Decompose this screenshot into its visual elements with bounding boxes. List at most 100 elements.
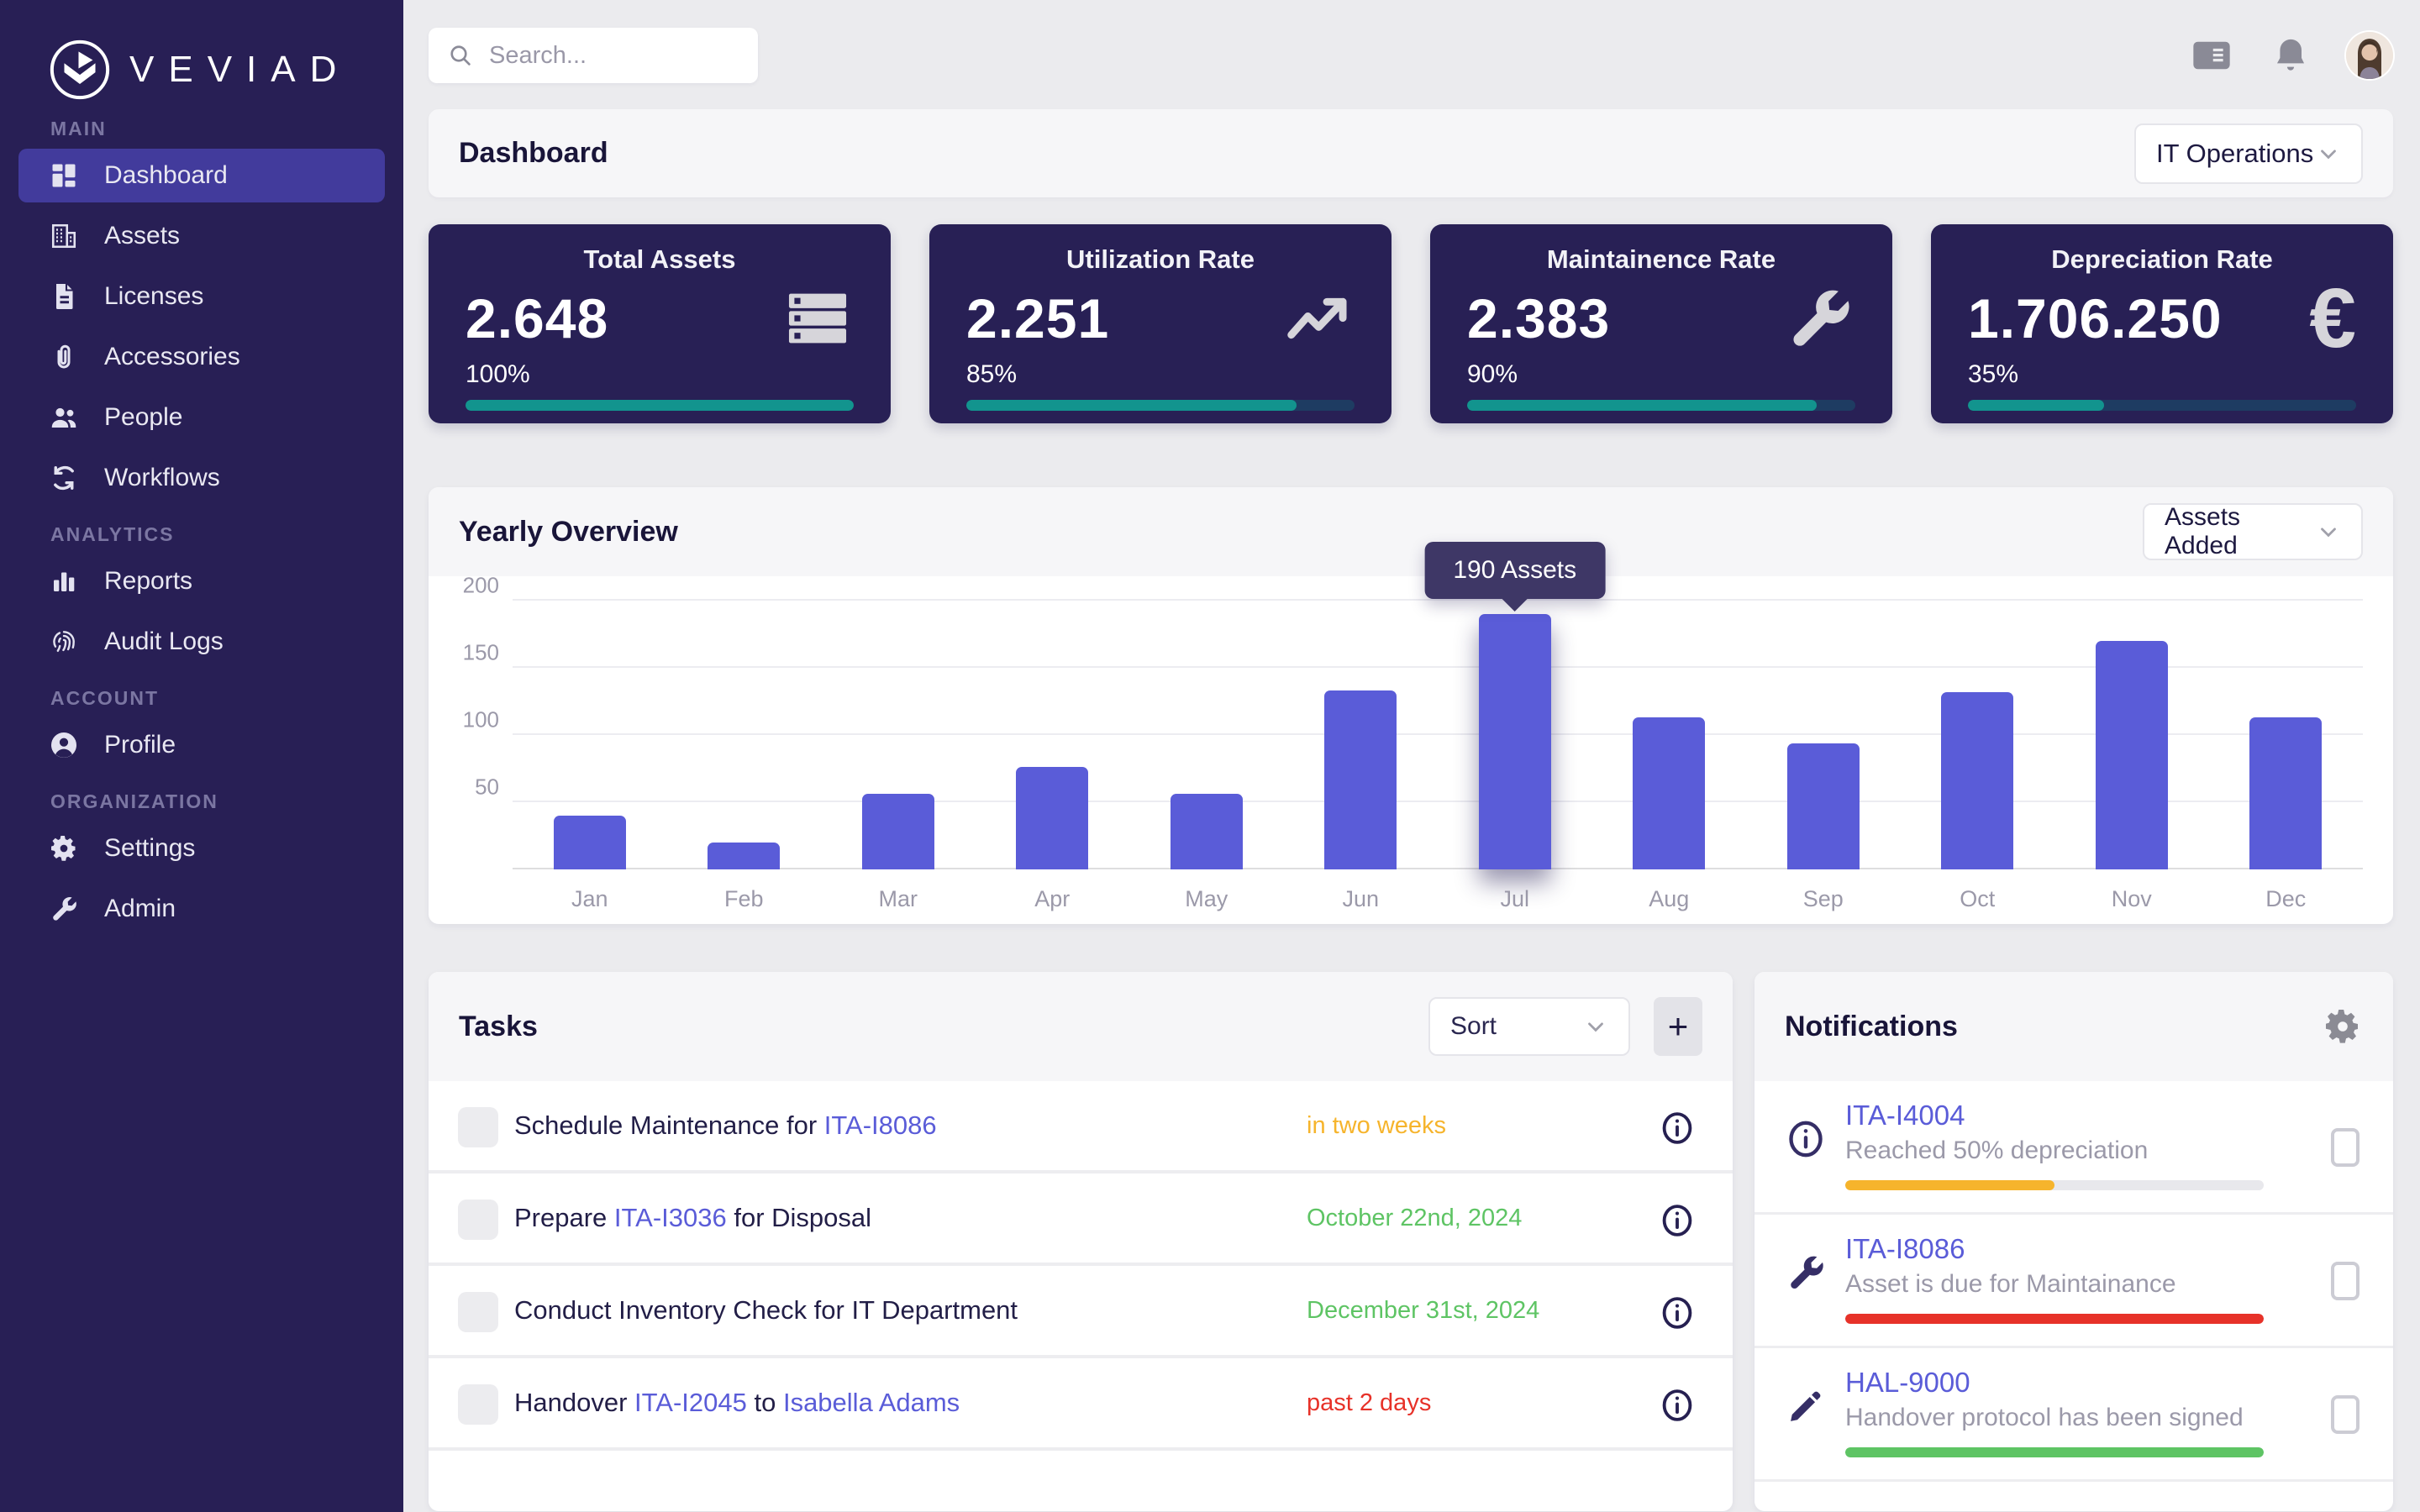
notification-checkbox[interactable] [2331,1128,2360,1167]
bar-sep[interactable] [1786,743,1860,869]
notification-progressbar [1845,1180,2264,1190]
bar-apr[interactable] [1016,767,1089,869]
stat-card-title: Depreciation Rate [2051,244,2273,274]
bar-slot-oct [1901,576,2055,869]
asset-link[interactable]: ITA-I2045 [634,1388,747,1417]
x-axis-tick-label: Mar [878,886,918,911]
task-info-icon[interactable] [1659,1109,1696,1147]
search-input[interactable] [489,41,739,70]
brand-name: VEVIAD [129,49,351,90]
x-axis-tick-label: Dec [2265,886,2307,911]
bar-mar[interactable] [861,794,934,869]
notification-asset-link[interactable]: ITA-I4004 [1845,1100,1965,1131]
notification-asset-link[interactable]: ITA-I8086 [1845,1233,1965,1264]
sidebar-item-assets[interactable]: Assets [18,209,385,263]
sidebar-item-label: Accessories [104,343,240,370]
task-text-part: Handover [514,1388,635,1417]
task-text: Schedule Maintenance for ITA-I8086 [514,1110,937,1141]
tasks-card: Tasks Sort + Schedule Maintenance for IT… [429,972,1733,1511]
server-icon [781,282,854,354]
bar-aug[interactable] [1633,717,1706,869]
task-text: Prepare ITA-I3036 for Disposal [514,1203,871,1233]
bar-slot-nov [2054,576,2209,869]
brand-logo: VEVIAD [0,25,403,102]
bar-feb[interactable] [708,843,781,869]
sidebar-item-settings[interactable]: Settings [18,822,385,875]
x-axis-tick-label: Jun [1342,886,1380,911]
bar-jul[interactable] [1478,614,1551,869]
yearly-overview-header: Yearly Overview Assets Added [429,487,2393,576]
sidebar-item-accessories[interactable]: Accessories [18,330,385,384]
add-task-button[interactable]: + [1654,997,1702,1056]
task-checkbox[interactable] [458,1107,498,1147]
search-icon [450,45,471,66]
notifications-settings-gear-icon[interactable] [2323,1006,2363,1047]
bar-slot-dec [2209,576,2364,869]
task-text-part: Prepare [514,1203,614,1232]
stat-card-progressbar [466,400,854,411]
bar-nov[interactable] [2095,641,2168,869]
sidebar-item-audit-logs[interactable]: Audit Logs [18,615,385,669]
task-list: Schedule Maintenance for ITA-I8086 in two… [429,1081,1733,1451]
y-axis-tick-label: 50 [475,774,499,800]
task-row: Schedule Maintenance for ITA-I8086 in two… [429,1081,1733,1173]
gridline [513,733,2363,735]
org-selector-value: IT Operations [2156,138,2314,168]
bar-may[interactable] [1170,794,1243,869]
sidebar-item-people[interactable]: People [18,391,385,444]
y-axis-tick-label: 150 [462,639,499,665]
task-text-part: Conduct Inventory Check for IT Departmen… [514,1295,1018,1325]
sidebar-item-reports[interactable]: Reports [18,554,385,608]
news-card-icon[interactable] [2188,32,2235,79]
task-row: Prepare ITA-I3036 for Disposal October 22… [429,1173,1733,1266]
sidebar: VEVIAD MAIN Dashboard Assets Licenses Access… [0,0,403,1512]
sidebar-item-licenses[interactable]: Licenses [18,270,385,323]
building-icon [49,220,81,252]
bar-jan[interactable] [553,816,626,869]
dashboard-icon [49,160,81,192]
x-axis-tick-label: Feb [723,886,764,911]
task-info-icon[interactable] [1659,1294,1696,1332]
task-text-part: for Disposal [726,1203,872,1232]
notification-description: Asset is due for Maintainance [1845,1270,2176,1298]
tasks-title: Tasks [459,1010,538,1042]
task-checkbox[interactable] [458,1292,498,1332]
bar-jun[interactable] [1324,690,1397,869]
bar-oct[interactable] [1941,691,2014,869]
bar-dec[interactable] [2249,717,2323,869]
avatar[interactable] [2346,32,2393,79]
sync-icon [49,462,81,494]
task-info-icon[interactable] [1659,1386,1696,1425]
sidebar-item-profile[interactable]: Profile [18,718,385,772]
wrench-icon [1783,282,1855,354]
stat-cards-row: Total Assets 2.648 100% Utilization Rate 2.2… [429,224,2393,423]
sidebar-nav: MAIN Dashboard Assets Licenses Accessories Pe… [0,118,403,936]
sidebar-item-workflows[interactable]: Workflows [18,451,385,505]
stat-card-value: 2.251 [966,287,1110,349]
notification-checkbox[interactable] [2331,1395,2360,1434]
task-checkbox[interactable] [458,1384,498,1425]
page-header: Dashboard IT Operations [429,109,2393,197]
stat-card-title: Maintainence Rate [1546,244,1776,274]
bar-slot-mar [821,576,976,869]
sidebar-item-label: Dashboard [104,161,228,189]
asset-link[interactable]: ITA-I8086 [823,1110,937,1140]
sidebar-item-label: Reports [104,567,193,595]
sidebar-item-dashboard[interactable]: Dashboard [18,149,385,202]
x-axis-tick-label: Sep [1802,886,1844,911]
task-checkbox[interactable] [458,1200,498,1240]
notification-checkbox[interactable] [2331,1262,2360,1300]
notification-asset-link[interactable]: HAL-9000 [1845,1367,1970,1398]
bell-icon[interactable] [2267,32,2314,79]
sidebar-item-admin[interactable]: Admin [18,882,385,936]
search-box [429,28,758,83]
tasks-sort-selector[interactable]: Sort [1428,997,1630,1056]
stat-card-progressbar [1968,400,2356,411]
task-info-icon[interactable] [1659,1201,1696,1240]
asset-link[interactable]: Isabella Adams [782,1388,960,1417]
bar-slot-apr [976,576,1130,869]
org-selector[interactable]: IT Operations [2134,123,2363,184]
asset-link[interactable]: ITA-I3036 [613,1203,727,1232]
chart-metric-selector[interactable]: Assets Added [2143,503,2363,560]
